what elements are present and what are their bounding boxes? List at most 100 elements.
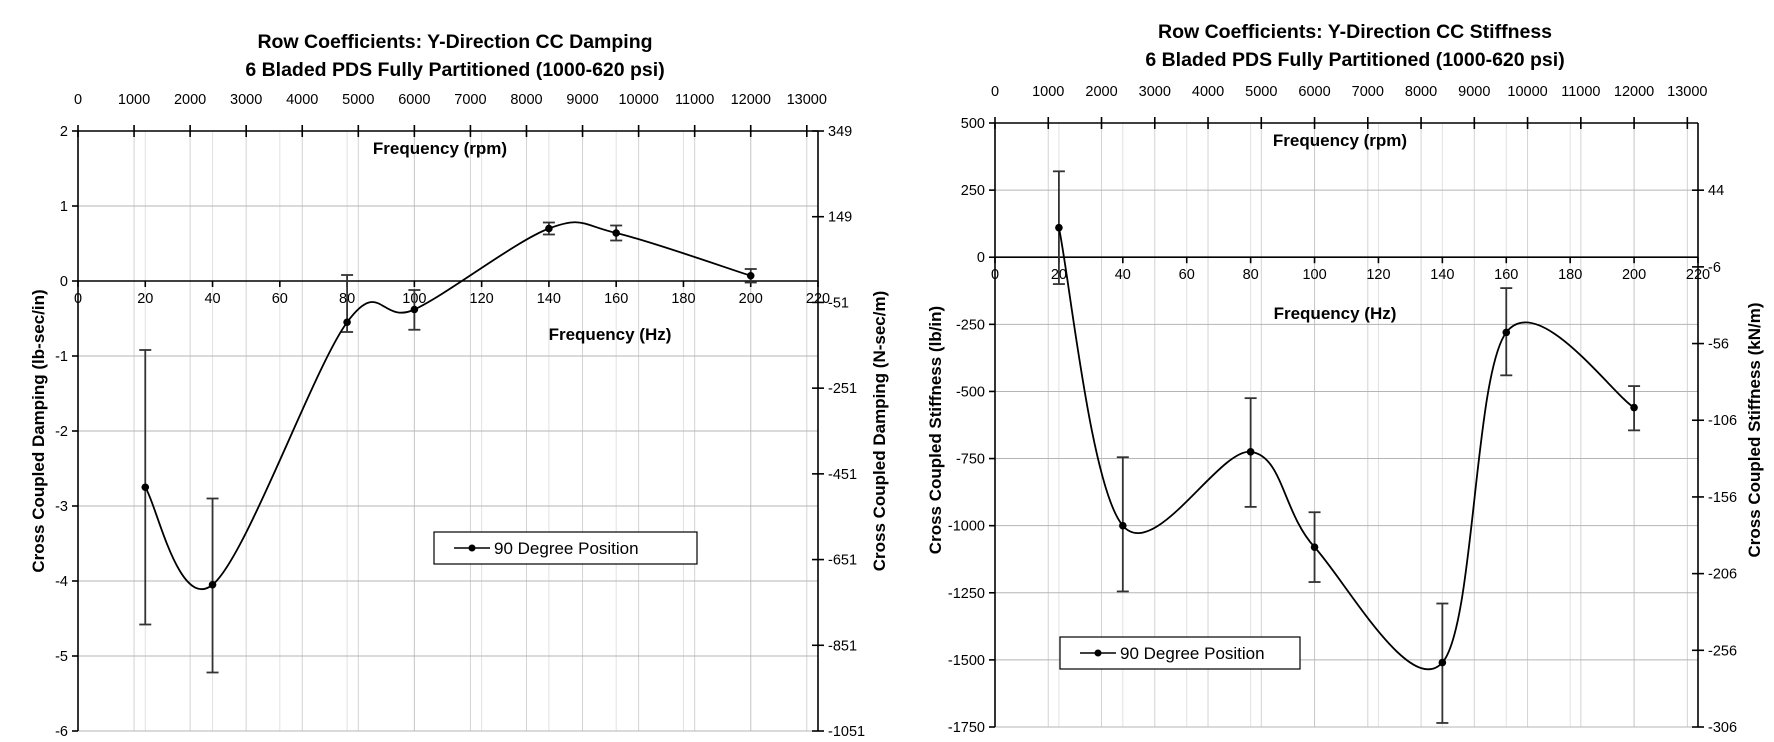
y-tick-label: -5	[55, 649, 68, 665]
x-tick-label: 40	[1115, 267, 1131, 283]
data-point	[141, 483, 150, 492]
x2-tick-label: 8000	[510, 92, 542, 108]
x-tick-label: 20	[137, 291, 153, 307]
chart-subtitle: 6 Bladed PDS Fully Partitioned (1000-620…	[245, 59, 664, 81]
data-point	[746, 271, 755, 280]
x-tick-label: 160	[604, 291, 628, 307]
x2-tick-label: 5000	[1245, 84, 1277, 100]
x2-tick-label: 9000	[1458, 84, 1490, 100]
x2-tick-label: 6000	[398, 92, 430, 108]
x-tick-label: 220	[1686, 267, 1710, 283]
x2-tick-label: 11000	[675, 92, 714, 108]
data-point	[545, 224, 553, 233]
y2-tick-label: -51	[828, 295, 849, 311]
y-tick-label: -4	[55, 574, 68, 590]
x2-tick-label: 2000	[1085, 84, 1117, 100]
x-tick-label: 40	[204, 291, 220, 307]
x2-axis-title: Frequency (rpm)	[1273, 131, 1407, 150]
x2-tick-label: 12000	[1614, 84, 1654, 100]
y-tick-label: -750	[956, 452, 985, 468]
data-point	[208, 580, 217, 589]
y2-tick-label: -306	[1708, 720, 1737, 736]
y-tick-label: -6	[55, 724, 68, 740]
chart-1: Row Coefficients: Y-Direction CC Damping…	[29, 31, 889, 740]
y-tick-label: 0	[60, 274, 68, 290]
x2-tick-label: 7000	[454, 92, 486, 108]
x-axis-title: Frequency (Hz)	[1274, 304, 1397, 323]
x2-tick-label: 4000	[286, 92, 318, 108]
y-tick-label: -1500	[948, 653, 985, 669]
x-tick-label: 220	[806, 291, 830, 307]
x-tick-label: 0	[991, 267, 999, 283]
y-axis-title: Cross Coupled Damping (lb-sec/in)	[29, 289, 48, 572]
y-tick-label: -250	[956, 317, 985, 333]
x2-tick-label: 1000	[1032, 84, 1064, 100]
x2-tick-label: 2000	[174, 92, 206, 108]
x-tick-label: 60	[1179, 267, 1195, 283]
data-point	[343, 318, 351, 327]
y-tick-label: -1000	[948, 519, 985, 535]
data-point	[1310, 543, 1319, 551]
y2-axis-title: Cross Coupled Damping (N-sec/m)	[870, 291, 889, 572]
x2-tick-label: 10000	[1507, 84, 1547, 100]
y2-tick-label: 149	[828, 210, 852, 226]
data-point	[1438, 658, 1447, 667]
x-tick-label: 160	[1494, 267, 1518, 283]
y-tick-label: -2	[55, 424, 68, 440]
x2-tick-label: 3000	[1139, 84, 1171, 100]
x-tick-label: 100	[1302, 267, 1326, 283]
y2-tick-label: -206	[1708, 567, 1737, 583]
x2-tick-label: 13000	[787, 92, 827, 108]
chart-title: Row Coefficients: Y-Direction CC Stiffne…	[1158, 21, 1552, 43]
y2-tick-label: -156	[1708, 490, 1737, 506]
x2-tick-label: 3000	[230, 92, 262, 108]
y2-tick-label: -1051	[828, 724, 865, 740]
data-point	[1502, 328, 1511, 337]
x2-tick-label: 1000	[118, 92, 150, 108]
y2-tick-label: -256	[1708, 643, 1737, 659]
y-tick-label: -1750	[948, 720, 985, 736]
legend-label: 90 Degree Position	[1120, 644, 1265, 663]
y2-tick-label: -56	[1708, 337, 1729, 353]
data-point	[1119, 521, 1127, 530]
x-tick-label: 180	[671, 291, 695, 307]
y2-axis-title: Cross Coupled Stiffness (kN/m)	[1745, 302, 1764, 557]
x2-tick-label: 7000	[1352, 84, 1384, 100]
x2-axis-title: Frequency (rpm)	[373, 139, 507, 158]
data-point	[1246, 448, 1255, 456]
x2-tick-label: 0	[74, 92, 82, 108]
chart-subtitle: 6 Bladed PDS Fully Partitioned (1000-620…	[1145, 49, 1564, 71]
y-tick-label: -1	[55, 349, 68, 365]
x2-tick-label: 8000	[1405, 84, 1437, 100]
y-axis-title: Cross Coupled Stiffness (lb/in)	[926, 306, 945, 554]
x-tick-label: 0	[74, 291, 82, 307]
y-tick-label: 250	[961, 183, 985, 199]
data-point	[612, 229, 620, 237]
x-tick-label: 60	[272, 291, 288, 307]
y-tick-label: 2	[60, 124, 68, 140]
x-tick-label: 120	[470, 291, 494, 307]
series-line	[1058, 227, 1635, 671]
data-point	[1630, 403, 1638, 412]
y-tick-label: -500	[956, 384, 985, 400]
y2-tick-label: -6	[1708, 260, 1721, 276]
y2-tick-label: -851	[828, 638, 857, 654]
y-tick-label: -3	[55, 499, 68, 515]
y2-tick-label: -651	[828, 553, 857, 569]
y2-tick-label: 44	[1708, 183, 1724, 199]
x-axis-title: Frequency (Hz)	[549, 325, 672, 344]
chart-title: Row Coefficients: Y-Direction CC Damping	[257, 31, 652, 53]
x-tick-label: 80	[1243, 267, 1259, 283]
x2-tick-label: 6000	[1298, 84, 1330, 100]
x2-tick-label: 4000	[1192, 84, 1224, 100]
x-tick-label: 200	[739, 291, 763, 307]
x2-tick-label: 5000	[342, 92, 374, 108]
x-tick-label: 140	[537, 291, 561, 307]
x2-tick-label: 10000	[618, 92, 658, 108]
legend-marker-icon	[1094, 649, 1102, 657]
data-point	[410, 305, 419, 314]
y2-tick-label: -251	[828, 381, 857, 397]
y-tick-label: 500	[961, 116, 985, 132]
y2-tick-label: -106	[1708, 413, 1737, 429]
